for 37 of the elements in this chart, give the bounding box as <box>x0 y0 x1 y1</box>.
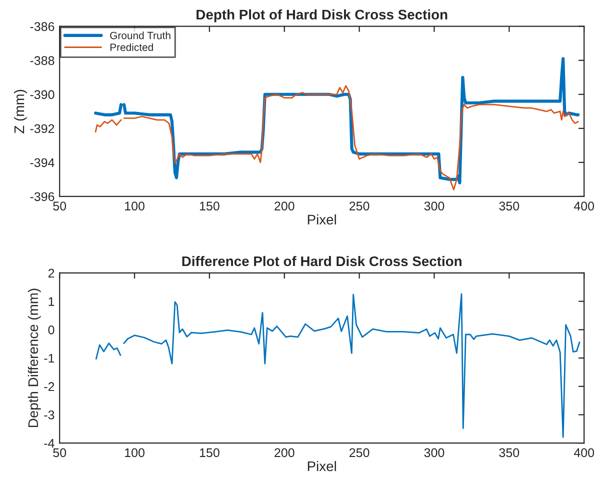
x-tick-label: 50 <box>53 202 66 210</box>
y-axis-title: Z (mm) <box>14 90 27 134</box>
y-tick-label: -390 <box>30 90 54 100</box>
y-tick-label: -386 <box>30 22 54 31</box>
y-tick-label: -4 <box>44 439 54 448</box>
x-tick-label: 200 <box>274 448 294 458</box>
x-tick-label: 100 <box>125 202 144 210</box>
x-tick-label: 200 <box>274 202 294 210</box>
y-axis-title: Depth Difference (mm) <box>28 288 41 427</box>
y-tick-label: -396 <box>30 192 54 202</box>
x-axis-title: Pixel <box>308 460 336 472</box>
x-tick-label: 400 <box>574 202 594 210</box>
x-tick-label: 250 <box>350 448 370 458</box>
x-axis-title: Pixel <box>308 214 336 225</box>
y-tick-label: 1 <box>48 297 54 306</box>
y-tick-label: -2 <box>44 382 54 391</box>
y-tick-label: -394 <box>30 158 54 168</box>
chart-title: Difference Plot of Hard Disk Cross Section <box>182 256 462 266</box>
x-tick-label: 150 <box>200 448 220 458</box>
x-tick-label: 400 <box>574 448 594 458</box>
x-tick-label: 250 <box>350 202 370 210</box>
legend-label: Ground Truth <box>110 32 170 40</box>
x-tick-label: 150 <box>200 202 220 210</box>
y-tick-label: 0 <box>48 325 54 334</box>
y-tick-label: -3 <box>44 410 54 420</box>
y-tick-label: -392 <box>30 124 54 134</box>
chart-title: Depth Plot of Hard Disk Cross Section <box>196 9 448 22</box>
y-tick-label: 2 <box>48 268 54 278</box>
legend-label: Predicted <box>110 43 153 51</box>
x-tick-label: 350 <box>499 202 520 210</box>
x-tick-label: 300 <box>424 202 444 210</box>
x-tick-label: 350 <box>499 448 520 458</box>
x-tick-label: 300 <box>424 448 444 458</box>
x-tick-label: 100 <box>125 448 144 458</box>
y-tick-label: -1 <box>44 354 54 363</box>
y-tick-label: -388 <box>30 56 54 66</box>
x-tick-label: 50 <box>53 448 66 458</box>
